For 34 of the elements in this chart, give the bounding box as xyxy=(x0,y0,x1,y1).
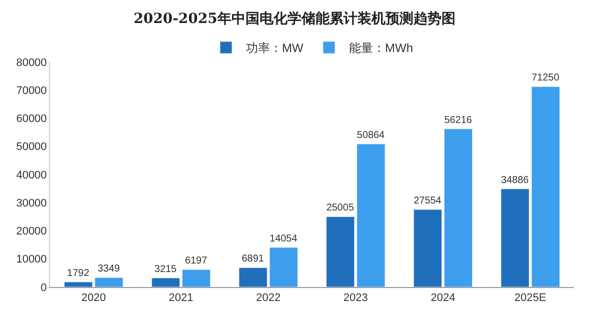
x-tick-label: 2021 xyxy=(168,292,194,304)
data-label: 71250 xyxy=(532,72,560,84)
data-label: 3215 xyxy=(154,264,178,275)
y-tick-label: 40000 xyxy=(16,169,47,182)
y-tick-label: 20000 xyxy=(16,226,47,238)
y-tick-label: 10000 xyxy=(16,254,47,266)
x-tick-label: 2022 xyxy=(256,292,281,304)
y-tick-label: 80000 xyxy=(16,56,47,69)
data-label: 6197 xyxy=(184,256,208,267)
bar xyxy=(182,269,211,287)
x-tick-label: 2023 xyxy=(343,292,368,304)
legend-label: 功率：MW xyxy=(246,41,304,56)
data-label: 1792 xyxy=(67,268,90,279)
y-tick-label: 70000 xyxy=(16,84,47,97)
data-label: 25005 xyxy=(326,202,354,214)
chart-title: 2020-2025年中国电化学储能累计装机预测趋势图 xyxy=(134,10,456,27)
y-tick-label: 60000 xyxy=(16,113,47,126)
bar xyxy=(151,278,180,287)
bar xyxy=(413,209,442,287)
data-label: 50864 xyxy=(356,130,386,141)
x-tick-label: 2020 xyxy=(81,292,106,304)
data-label: 34886 xyxy=(501,174,530,186)
x-tick-label: 2024 xyxy=(430,292,456,304)
data-label: 27554 xyxy=(414,196,442,207)
data-label: 14054 xyxy=(270,233,298,244)
data-label: 3349 xyxy=(98,264,120,275)
bar xyxy=(444,128,473,287)
data-label: 6891 xyxy=(242,254,264,265)
data-label: 56216 xyxy=(444,114,472,126)
y-tick-label: 50000 xyxy=(16,141,47,154)
y-tick-label: 30000 xyxy=(16,197,47,210)
x-tick-label: 2025E xyxy=(514,292,546,304)
y-tick-label: 0 xyxy=(40,282,47,294)
legend-label: 能量：MWh xyxy=(348,41,413,56)
